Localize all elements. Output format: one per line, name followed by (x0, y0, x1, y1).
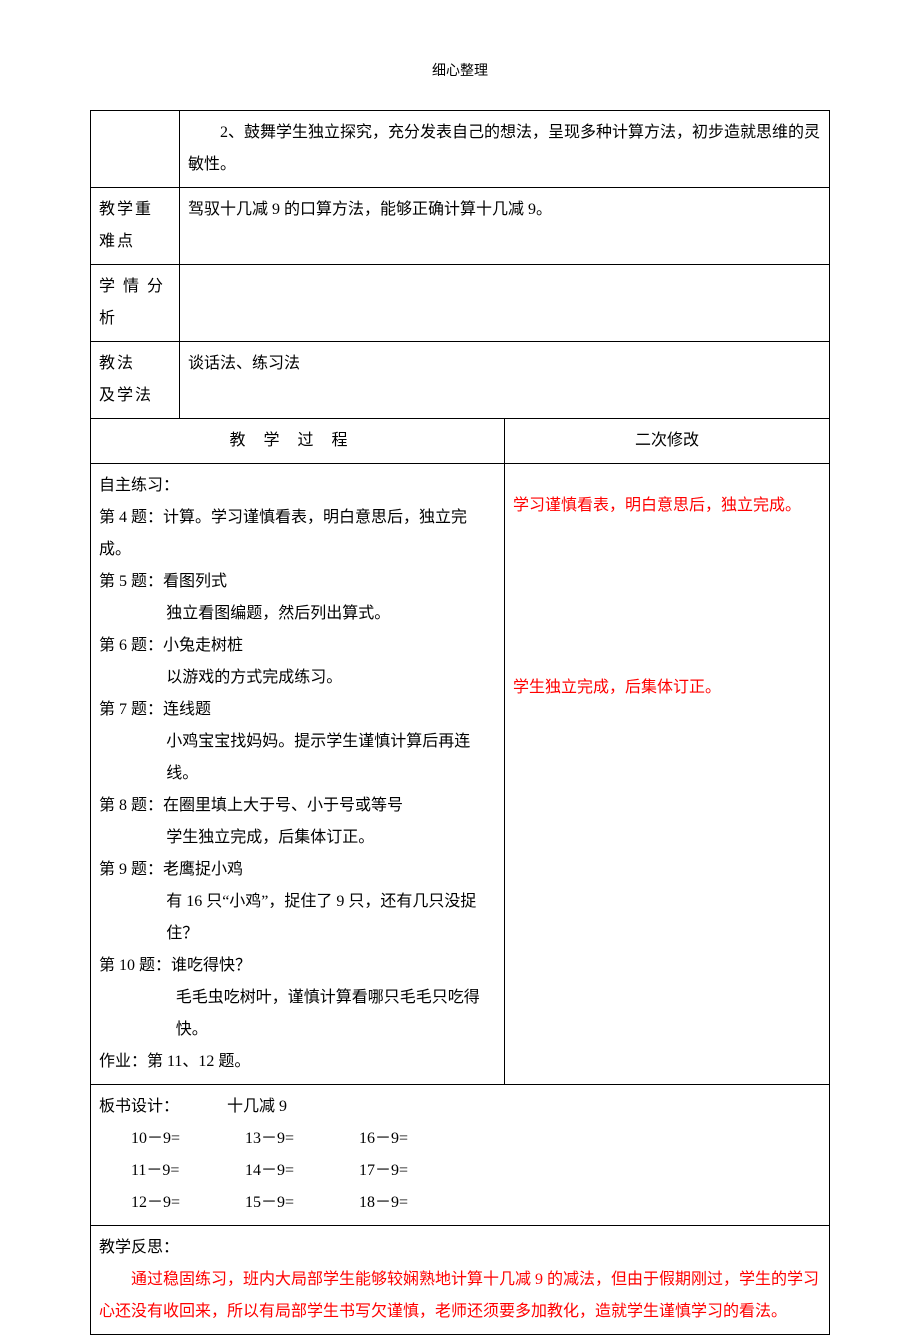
line-q9: 第 9 题：老鹰捉小鸡 (99, 854, 496, 886)
line-q5: 第 5 题：看图列式 (99, 566, 496, 598)
eq-1-1: 14－9= (245, 1155, 355, 1187)
eq-2-1: 15－9= (245, 1187, 355, 1219)
note-b: 学生独立完成，后集体订正。 (513, 672, 821, 704)
reflection-label: 教学反思： (99, 1239, 179, 1256)
keypoint-label: 教学重 难点 (91, 188, 180, 265)
analysis-label: 学 情 分 析 (91, 265, 180, 342)
process-body-row: 自主练习： 第 4 题：计算。学习谨慎看表，明白意思后，独立完成。 第 5 题：… (91, 464, 830, 1085)
eq-0-2: 16－9= (359, 1123, 469, 1155)
board-label: 板书设计： (99, 1098, 179, 1115)
objective-continuation-text: 2、鼓舞学生独立探究，充分发表自己的想法，呈现多种计算方法，初步造就思维的灵敏性… (188, 117, 821, 181)
method-label: 教法 及学法 (91, 342, 180, 419)
lesson-plan-table: 2、鼓舞学生独立探究，充分发表自己的想法，呈现多种计算方法，初步造就思维的灵敏性… (90, 110, 830, 1335)
line-q10: 第 10 题：谁吃得快？ (99, 950, 496, 982)
line-q6-sub: 以游戏的方式完成练习。 (99, 662, 496, 694)
method-text: 谈话法、练习法 (180, 342, 830, 419)
eq-2-0: 12－9= (131, 1187, 241, 1219)
empty-label-cell (91, 111, 180, 188)
line-q4: 第 4 题：计算。学习谨慎看表，明白意思后，独立完成。 (99, 502, 496, 566)
method-row: 教法 及学法 谈话法、练习法 (91, 342, 830, 419)
process-header: 教学过程 (91, 419, 505, 464)
analysis-row: 学 情 分 析 (91, 265, 830, 342)
process-body-cell: 自主练习： 第 4 题：计算。学习谨慎看表，明白意思后，独立完成。 第 5 题：… (91, 464, 505, 1085)
objective-continuation-cell: 2、鼓舞学生独立探究，充分发表自己的想法，呈现多种计算方法，初步造就思维的灵敏性… (180, 111, 830, 188)
eq-1-0: 11－9= (131, 1155, 241, 1187)
line-q5-sub: 独立看图编题，然后列出算式。 (99, 598, 496, 630)
notes-cell: 学习谨慎看表，明白意思后，独立完成。 学生独立完成，后集体订正。 (505, 464, 830, 1085)
line-intro: 自主练习： (99, 470, 496, 502)
analysis-text (180, 265, 830, 342)
keypoint-row: 教学重 难点 驾驭十几减 9 的口算方法，能够正确计算十几减 9。 (91, 188, 830, 265)
line-q9-sub: 有 16 只“小鸡”，捉住了 9 只，还有几只没捉住？ (99, 886, 496, 950)
line-q7: 第 7 题：连线题 (99, 694, 496, 726)
keypoint-text: 驾驭十几减 9 的口算方法，能够正确计算十几减 9。 (180, 188, 830, 265)
line-q10-sub: 毛毛虫吃树叶，谨慎计算看哪只毛毛只吃得快。 (99, 982, 496, 1046)
page: 细心整理 2、鼓舞学生独立探究，充分发表自己的想法，呈现多种计算方法，初步造就思… (0, 0, 920, 1302)
reflection-text: 通过稳固练习，班内大局部学生能够较娴熟地计算十几减 9 的减法，但由于假期刚过，… (99, 1264, 821, 1328)
notes-header: 二次修改 (505, 419, 830, 464)
reflection-row: 教学反思： 通过稳固练习，班内大局部学生能够较娴熟地计算十几减 9 的减法，但由… (91, 1226, 830, 1335)
process-header-row: 教学过程 二次修改 (91, 419, 830, 464)
eq-2-2: 18－9= (359, 1187, 469, 1219)
page-header: 细心整理 (90, 60, 830, 80)
board-row: 板书设计： 十几减 9 10－9= 13－9= 16－9= 11－9= 14－9… (91, 1085, 830, 1226)
board-equations: 10－9= 13－9= 16－9= 11－9= 14－9= 17－9= 12－9… (99, 1123, 821, 1219)
line-q7-sub: 小鸡宝宝找妈妈。提示学生谨慎计算后再连线。 (99, 726, 496, 790)
board-title: 十几减 9 (227, 1098, 287, 1115)
objective-continuation-row: 2、鼓舞学生独立探究，充分发表自己的想法，呈现多种计算方法，初步造就思维的灵敏性… (91, 111, 830, 188)
eq-1-2: 17－9= (359, 1155, 469, 1187)
line-homework: 作业：第 11、12 题。 (99, 1046, 496, 1078)
line-q8: 第 8 题：在圈里填上大于号、小于号或等号 (99, 790, 496, 822)
board-cell: 板书设计： 十几减 9 10－9= 13－9= 16－9= 11－9= 14－9… (91, 1085, 830, 1226)
reflection-cell: 教学反思： 通过稳固练习，班内大局部学生能够较娴熟地计算十几减 9 的减法，但由… (91, 1226, 830, 1335)
eq-0-1: 13－9= (245, 1123, 355, 1155)
line-q8-sub: 学生独立完成，后集体订正。 (99, 822, 496, 854)
eq-0-0: 10－9= (131, 1123, 241, 1155)
line-q6: 第 6 题：小兔走树桩 (99, 630, 496, 662)
note-a: 学习谨慎看表，明白意思后，独立完成。 (513, 490, 821, 522)
